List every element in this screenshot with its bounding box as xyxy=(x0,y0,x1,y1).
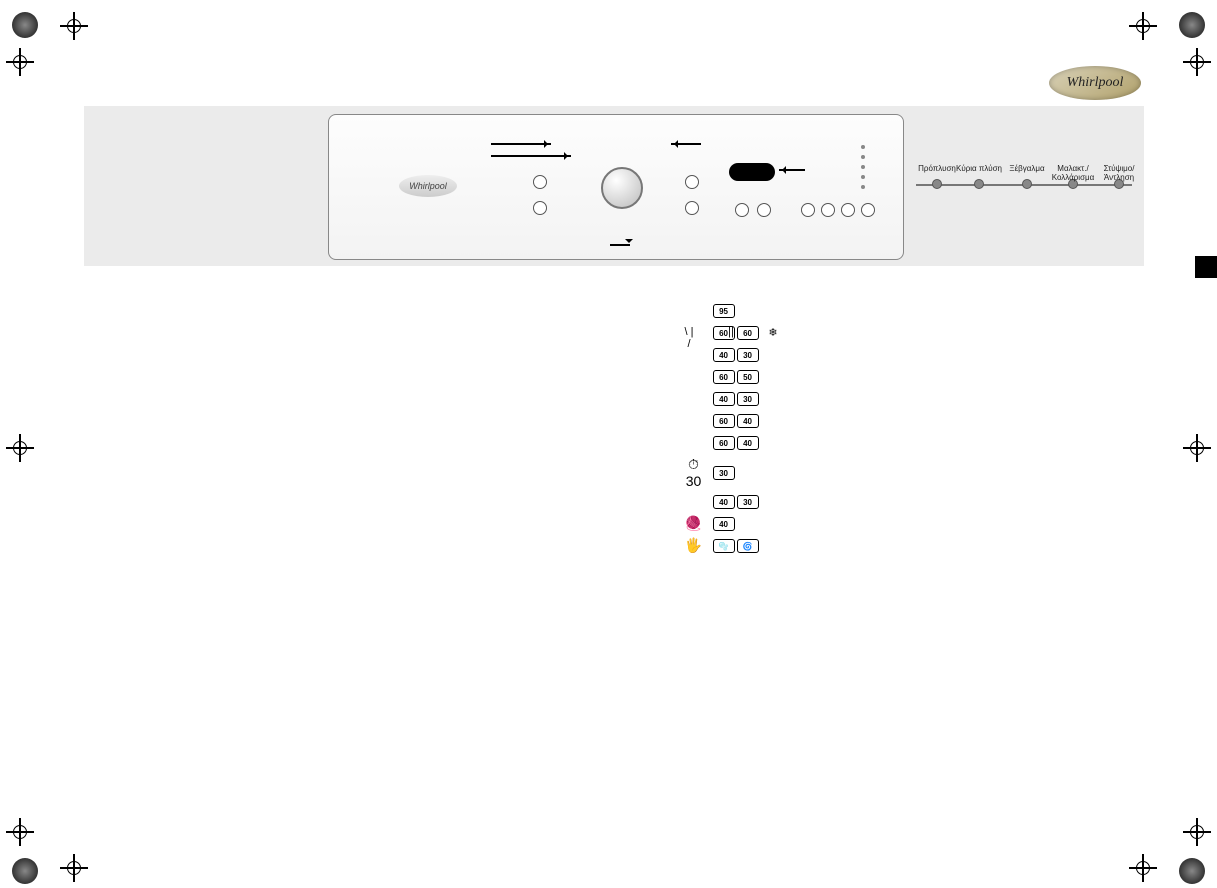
reg-dot-bl xyxy=(12,858,38,884)
brand-badge: Whirlpool xyxy=(1049,66,1141,100)
page-edge-tab xyxy=(1195,256,1217,278)
temp-icon: 30 xyxy=(737,495,759,509)
temp-icon: 60 xyxy=(713,370,735,384)
panel-brand-mini: Whirlpool xyxy=(399,175,457,197)
control-panel: Whirlpool xyxy=(328,114,904,260)
option-button[interactable] xyxy=(685,201,699,215)
table-row: 6040 xyxy=(85,432,1145,454)
table-row: 6050 xyxy=(85,366,1145,388)
temp-icon: 40 xyxy=(713,495,735,509)
program-dial[interactable] xyxy=(601,167,643,209)
phase-dot xyxy=(1022,179,1032,189)
temp-icon: 40 xyxy=(713,348,735,362)
callout-arrow xyxy=(610,244,630,246)
crosshair xyxy=(1183,434,1211,462)
led-indicator-col xyxy=(861,145,865,195)
option-button[interactable] xyxy=(533,175,547,189)
start-button[interactable] xyxy=(735,203,749,217)
crosshair xyxy=(6,48,34,76)
temp-icon: 40 xyxy=(737,436,759,450)
phase-dot xyxy=(974,179,984,189)
program-symbol-icon: ⏱30 xyxy=(683,456,705,474)
option-button[interactable] xyxy=(685,175,699,189)
temp-icon: 40 xyxy=(713,517,735,531)
crosshair xyxy=(1129,854,1157,882)
phase-label: Μαλακτ./Κολλάρισμα xyxy=(1038,164,1109,182)
crosshair xyxy=(60,854,88,882)
crosshair xyxy=(6,818,34,846)
reg-dot-tl xyxy=(12,12,38,38)
temp-icon: 60 xyxy=(713,326,735,340)
phase-label: Κύρια πλύση xyxy=(956,164,1002,173)
temp-icon: 🌀 xyxy=(737,539,759,553)
program-symbol-icon: 🖐 xyxy=(683,537,705,555)
phase-legend: ΠρόπλυσηΚύρια πλύσηΞέβγαλμαΜαλακτ./Κολλά… xyxy=(904,106,1144,266)
option-button[interactable] xyxy=(533,201,547,215)
table-row: 🖐 🫧🌀 xyxy=(85,535,1145,557)
callout-arrow xyxy=(491,143,551,145)
temp-icon: 40 xyxy=(737,414,759,428)
temp-icon: 30 xyxy=(713,466,735,480)
time-display xyxy=(729,163,775,181)
temp-icon: 30 xyxy=(737,392,759,406)
temp-icon: 40 xyxy=(713,392,735,406)
crosshair xyxy=(1129,12,1157,40)
table-row: 🧶 40 xyxy=(85,513,1145,535)
phase-label: Πρόπλυση xyxy=(918,164,956,173)
temp-icon: 🫧 xyxy=(713,539,735,553)
crosshair xyxy=(6,434,34,462)
callout-arrow xyxy=(779,169,805,171)
callout-arrow xyxy=(671,143,701,145)
table-row: 95 xyxy=(85,300,1145,322)
table-row: 4030 xyxy=(85,491,1145,513)
reset-button[interactable] xyxy=(861,203,875,217)
temp-icon: 95 xyxy=(713,304,735,318)
option-button[interactable] xyxy=(801,203,815,217)
table-row: 6040 xyxy=(85,410,1145,432)
temp-icon: 60 xyxy=(713,414,735,428)
crosshair xyxy=(1183,818,1211,846)
callout-arrow xyxy=(491,155,571,157)
reg-dot-tr xyxy=(1179,12,1205,38)
program-symbol-icon: 🧶 xyxy=(683,515,705,533)
table-row: 4030 xyxy=(85,344,1145,366)
temp-icon: 60 xyxy=(713,436,735,450)
table-row: 6060 xyxy=(85,322,1145,344)
phase-dot xyxy=(932,179,942,189)
control-panel-strip: Whirlpool ΠρόπλυσηΚύρια πλύσηΞέβγαλμαΜα xyxy=(84,106,1144,266)
temp-icon: 60 xyxy=(737,326,759,340)
crosshair xyxy=(60,12,88,40)
table-row: 4030 xyxy=(85,388,1145,410)
strip-left-blank xyxy=(84,106,328,266)
phase-label: Στύψιμο/Άντληση xyxy=(1104,164,1135,182)
program-table: 95606040306050403060406040⏱30304030🧶40🖐🫧… xyxy=(85,300,1145,557)
temp-icon: 30 xyxy=(737,348,759,362)
option-button[interactable] xyxy=(821,203,835,217)
crosshair xyxy=(1183,48,1211,76)
brand-text: Whirlpool xyxy=(1067,75,1124,91)
temp-icon: 50 xyxy=(737,370,759,384)
option-button[interactable] xyxy=(841,203,855,217)
pause-button[interactable] xyxy=(757,203,771,217)
table-row: ⏱30 30 xyxy=(85,454,1145,491)
reg-dot-br xyxy=(1179,858,1205,884)
